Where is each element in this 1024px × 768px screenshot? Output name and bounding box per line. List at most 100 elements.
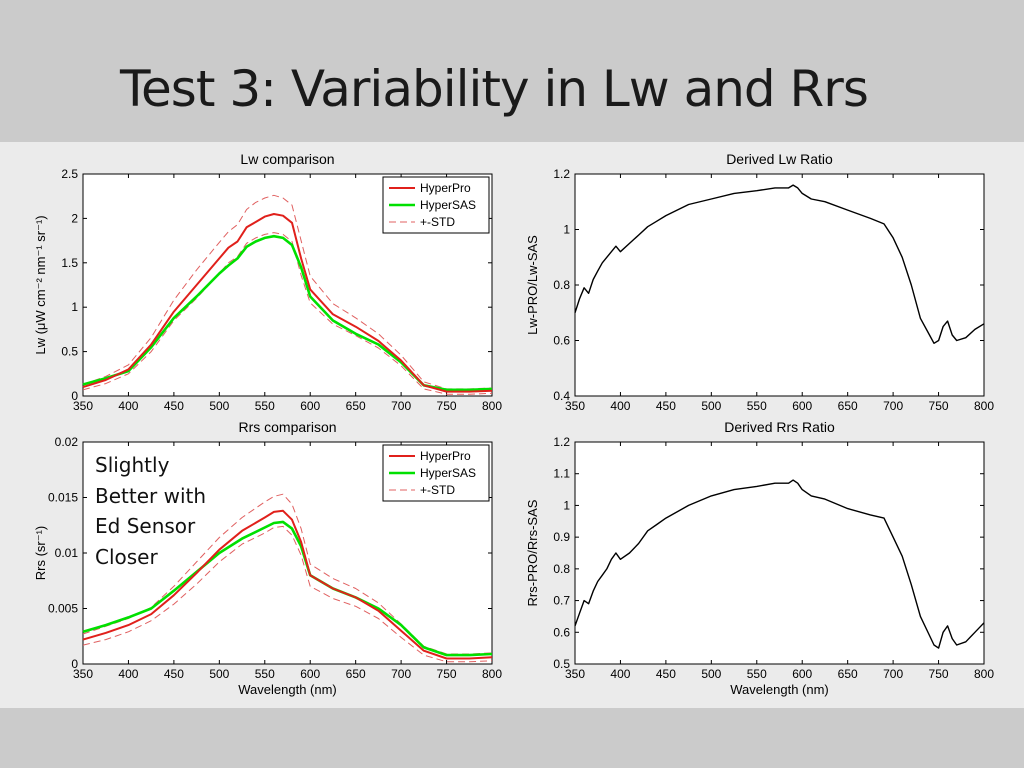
x-tick-label: 600 (300, 667, 320, 681)
x-tick-label: 350 (73, 399, 93, 413)
legend-label: HyperSAS (420, 198, 476, 212)
y-tick-label: 0.01 (55, 546, 79, 560)
y-tick-label: 1.2 (553, 435, 570, 449)
y-axis-label: Rrs-PRO/Rrs-SAS (525, 499, 540, 606)
figure-area: 350 400 450 500 550 600 650 700 750 800 0 0.5 1 1.5 2 2… (0, 142, 1024, 708)
y-axis-label: Rrs (sr⁻¹) (33, 526, 48, 581)
x-tick-label: 650 (346, 399, 366, 413)
x-tick-label: 450 (164, 399, 184, 413)
y-tick-label: 1 (71, 300, 78, 314)
chart-rrs-ratio: 350 400 450 500 550 600 650 700 750 800 0.5 0.6 0.7 0… (525, 419, 994, 697)
legend-label: HyperPro (420, 449, 471, 463)
x-tick-label: 450 (164, 667, 184, 681)
y-tick-label: 1 (563, 223, 570, 237)
y-tick-label: 0.8 (553, 562, 570, 576)
note-line: Slightly (95, 453, 170, 477)
x-tick-label: 700 (883, 667, 903, 681)
slide-title: Test 3: Variability in Lw and Rrs (120, 60, 869, 118)
y-tick-label: 1.5 (61, 256, 78, 270)
x-tick-label: 700 (391, 667, 411, 681)
series-line-hyperpro (82, 213, 493, 393)
figure-canvas: 350 400 450 500 550 600 650 700 750 800 0 0.5 1 1.5 2 2… (33, 151, 994, 697)
plot-area (574, 441, 985, 665)
series-line-hypersas (82, 234, 493, 392)
chart-title: Rrs comparison (238, 419, 336, 435)
series-line-ratio (574, 479, 985, 649)
x-tick-label: 800 (974, 667, 994, 681)
x-tick-label: 800 (974, 399, 994, 413)
x-tick-label: 400 (610, 399, 630, 413)
x-tick-label: 350 (565, 399, 585, 413)
y-tick-label: 0.5 (61, 345, 78, 359)
y-tick-label: 1.2 (553, 167, 570, 181)
y-tick-label: 0.6 (553, 625, 570, 639)
note-line: Better with (95, 483, 207, 508)
chart-title: Derived Lw Ratio (726, 151, 833, 167)
x-tick-label: 800 (482, 399, 502, 413)
chart-title: Derived Rrs Ratio (724, 419, 835, 435)
x-tick-label: 500 (701, 399, 721, 413)
series-line--std-lower (82, 525, 493, 663)
x-tick-label: 500 (209, 667, 229, 681)
note-line: Ed Sensor (95, 514, 196, 538)
series-line--std-lower (82, 232, 493, 395)
x-tick-label: 750 (929, 399, 949, 413)
legend-label: HyperPro (420, 181, 471, 195)
x-tick-label: 400 (118, 399, 138, 413)
y-tick-label: 0.8 (553, 278, 570, 292)
y-tick-label: 0.015 (48, 491, 78, 505)
legend: HyperPro HyperSAS +-STD (382, 176, 490, 234)
annotation-note: Slightly Better with Ed Sensor Closer (95, 450, 206, 572)
x-tick-label: 600 (300, 399, 320, 413)
series-line-hypersas (82, 520, 493, 657)
series-line-ratio (574, 184, 985, 345)
x-tick-label: 700 (883, 399, 903, 413)
legend-label: +-STD (420, 215, 455, 229)
y-tick-label: 0.02 (55, 435, 79, 449)
legend: HyperPro HyperSAS +-STD (382, 444, 490, 502)
x-tick-label: 350 (73, 667, 93, 681)
series-line--std-upper (82, 194, 493, 390)
series-line--std-upper (82, 493, 493, 655)
y-tick-label: 0.9 (553, 530, 570, 544)
chart-lw-ratio: 350 400 450 500 550 600 650 700 750 800 0.4 0.6 0.8 1… (525, 151, 994, 413)
y-tick-label: 0.005 (48, 602, 78, 616)
y-axis-label: Lw (μW cm⁻² nm⁻¹ sr⁻¹) (33, 215, 48, 354)
x-tick-label: 550 (747, 399, 767, 413)
x-tick-label: 400 (610, 667, 630, 681)
chart-rrs: 350 400 450 500 550 600 650 700 750 800 0 0.005 0.01… (33, 419, 502, 697)
legend-label: +-STD (420, 483, 455, 497)
x-tick-label: 650 (346, 667, 366, 681)
y-tick-label: 2.5 (61, 167, 78, 181)
x-tick-label: 500 (209, 399, 229, 413)
y-tick-label: 0 (71, 389, 78, 403)
x-tick-label: 400 (118, 667, 138, 681)
y-tick-label: 2 (71, 211, 78, 225)
x-tick-label: 600 (792, 399, 812, 413)
x-tick-label: 700 (391, 399, 411, 413)
y-tick-label: 1 (563, 498, 570, 512)
x-tick-label: 650 (838, 399, 858, 413)
x-tick-label: 750 (437, 667, 457, 681)
note-line: Closer (95, 544, 158, 569)
chart-lw: 350 400 450 500 550 600 650 700 750 800 0 0.5 1 1.5 2 2… (33, 151, 502, 413)
x-axis-label: Wavelength (nm) (238, 682, 337, 697)
x-tick-label: 650 (838, 667, 858, 681)
x-tick-label: 600 (792, 667, 812, 681)
y-tick-label: 0.7 (553, 594, 570, 608)
plot-area (574, 173, 985, 397)
x-tick-label: 800 (482, 667, 502, 681)
x-tick-label: 350 (565, 667, 585, 681)
x-tick-label: 750 (437, 399, 457, 413)
y-tick-label: 0 (71, 657, 78, 671)
x-tick-label: 550 (747, 667, 767, 681)
x-tick-label: 750 (929, 667, 949, 681)
y-tick-label: 0.4 (553, 389, 570, 403)
chart-title: Lw comparison (240, 151, 334, 167)
y-tick-label: 0.6 (553, 334, 570, 348)
x-tick-label: 500 (701, 667, 721, 681)
legend-label: HyperSAS (420, 466, 476, 480)
x-tick-label: 450 (656, 667, 676, 681)
x-tick-label: 550 (255, 399, 275, 413)
y-axis-label: Lw-PRO/Lw-SAS (525, 235, 540, 335)
